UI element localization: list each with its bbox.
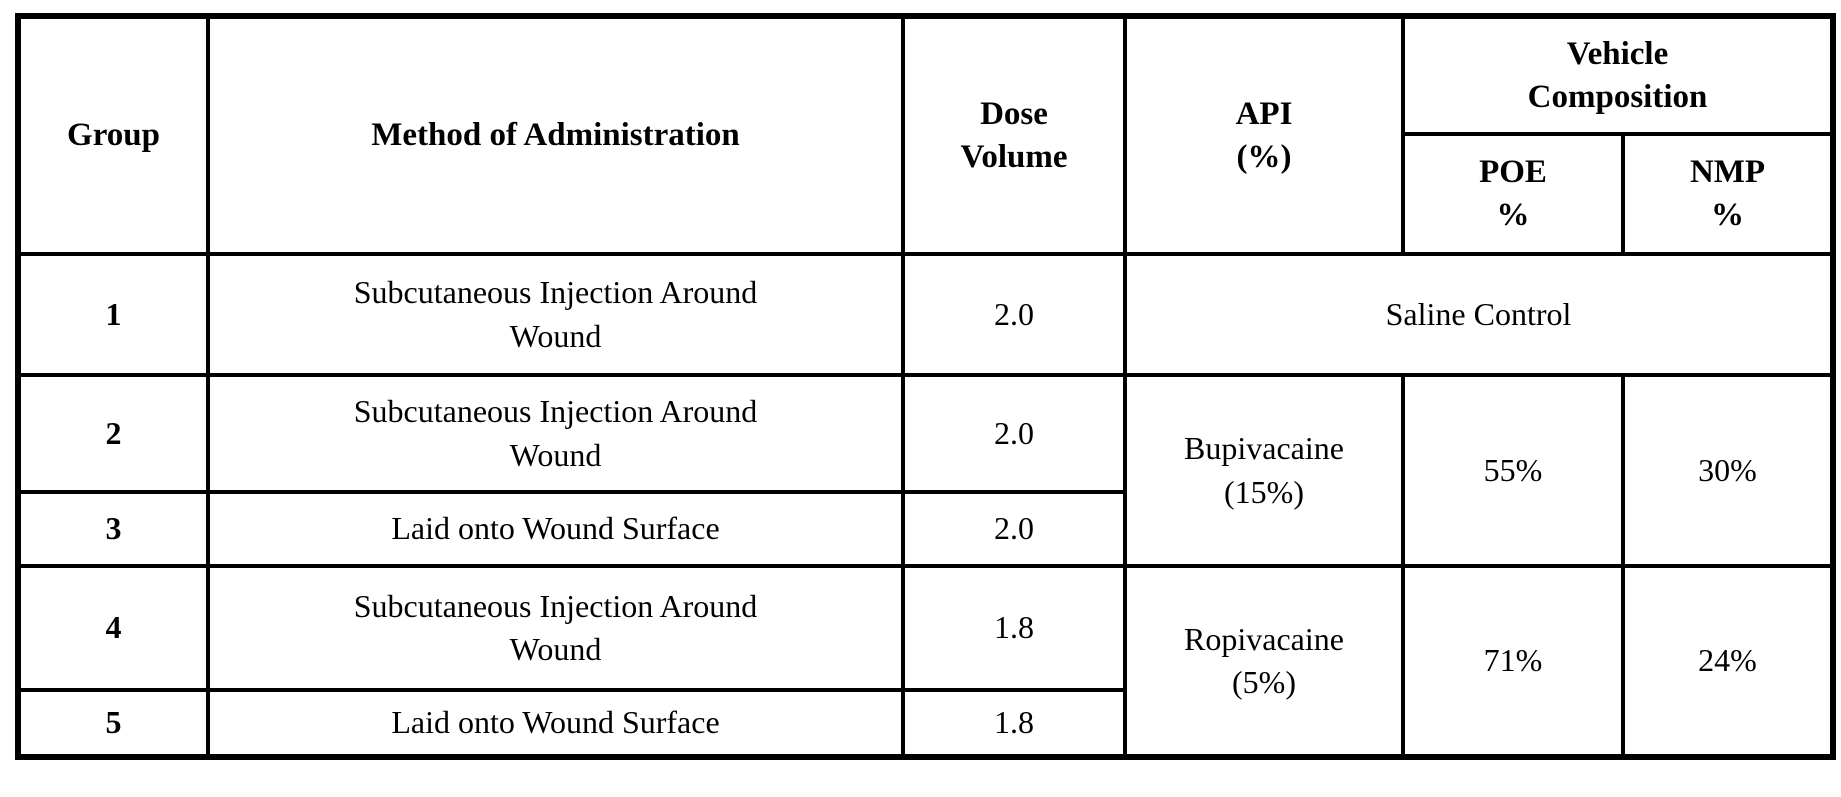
header-method-of-administration: Method of Administration (206, 14, 905, 256)
method-cell: Laid onto Wound Surface (206, 490, 905, 568)
method-cell: Subcutaneous Injection Around Wound (206, 373, 905, 494)
saline-control-cell: Saline Control (1122, 252, 1836, 377)
group-cell: 5 (16, 688, 210, 759)
header-group: Group (16, 14, 210, 256)
study-design-table: Group Method of Administration Dose Volu… (15, 13, 1837, 760)
nmp-percent-cell: 30% (1620, 373, 1836, 568)
group-cell: 4 (16, 564, 210, 692)
header-dose-volume: Dose Volume (901, 14, 1127, 256)
group-cell: 3 (16, 490, 210, 568)
header-row-top: Group Method of Administration Dose Volu… (16, 14, 1836, 256)
table-row-group-4: 4 Subcutaneous Injection Around Wound 1.… (16, 564, 1836, 759)
header-api-percent: API (%) (1123, 14, 1405, 256)
dose-volume-cell: 1.8 (901, 688, 1127, 759)
table-row-group-1: 1 Subcutaneous Injection Around Wound 2.… (16, 252, 1836, 377)
header-nmp-percent: NMP % (1620, 132, 1836, 256)
table-row-group-2: 2 Subcutaneous Injection Around Wound 2.… (16, 373, 1836, 568)
table-row-group-5: 5 Laid onto Wound Surface 1.8 (16, 688, 1833, 759)
group-cell: 2 (16, 373, 210, 494)
poe-percent-cell: 55% (1401, 373, 1625, 568)
api-cell-bupivacaine: Bupivacaine (15%) (1123, 373, 1405, 568)
nmp-percent-cell: 24% (1620, 564, 1836, 759)
method-cell: Laid onto Wound Surface (206, 688, 905, 759)
dose-volume-cell: 1.8 (901, 564, 1127, 692)
header-row-sub: POE % NMP % (18, 132, 1836, 256)
dose-volume-cell: 2.0 (901, 252, 1127, 377)
dose-volume-cell: 2.0 (901, 373, 1127, 494)
dose-volume-cell: 2.0 (901, 490, 1127, 568)
poe-percent-cell: 71% (1401, 564, 1625, 759)
api-cell-ropivacaine: Ropivacaine (5%) (1123, 564, 1405, 759)
group-cell: 1 (16, 252, 210, 377)
header-vehicle-composition: Vehicle Composition (1400, 14, 1836, 136)
table-row-group-3: 3 Laid onto Wound Surface 2.0 (16, 490, 1833, 568)
method-cell: Subcutaneous Injection Around Wound (206, 252, 905, 377)
header-poe-percent: POE % (1401, 132, 1625, 256)
method-cell: Subcutaneous Injection Around Wound (206, 564, 905, 692)
